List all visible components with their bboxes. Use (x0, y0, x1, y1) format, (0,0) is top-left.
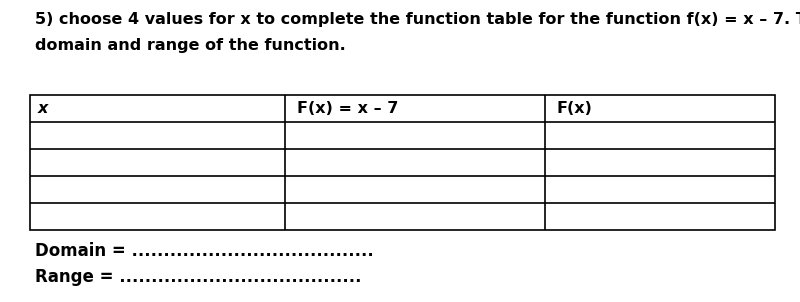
Text: 5) choose 4 values for x to complete the function table for the function f(x) = : 5) choose 4 values for x to complete the… (35, 12, 800, 27)
Text: domain and range of the function.: domain and range of the function. (35, 38, 346, 53)
Text: Range = ......................................: Range = ................................… (35, 268, 362, 286)
Text: Domain = ......................................: Domain = ...............................… (35, 242, 374, 260)
Text: F(x): F(x) (557, 101, 593, 116)
Text: x: x (38, 101, 48, 116)
Text: F(x) = x – 7: F(x) = x – 7 (297, 101, 398, 116)
Bar (30, 95, 775, 230)
